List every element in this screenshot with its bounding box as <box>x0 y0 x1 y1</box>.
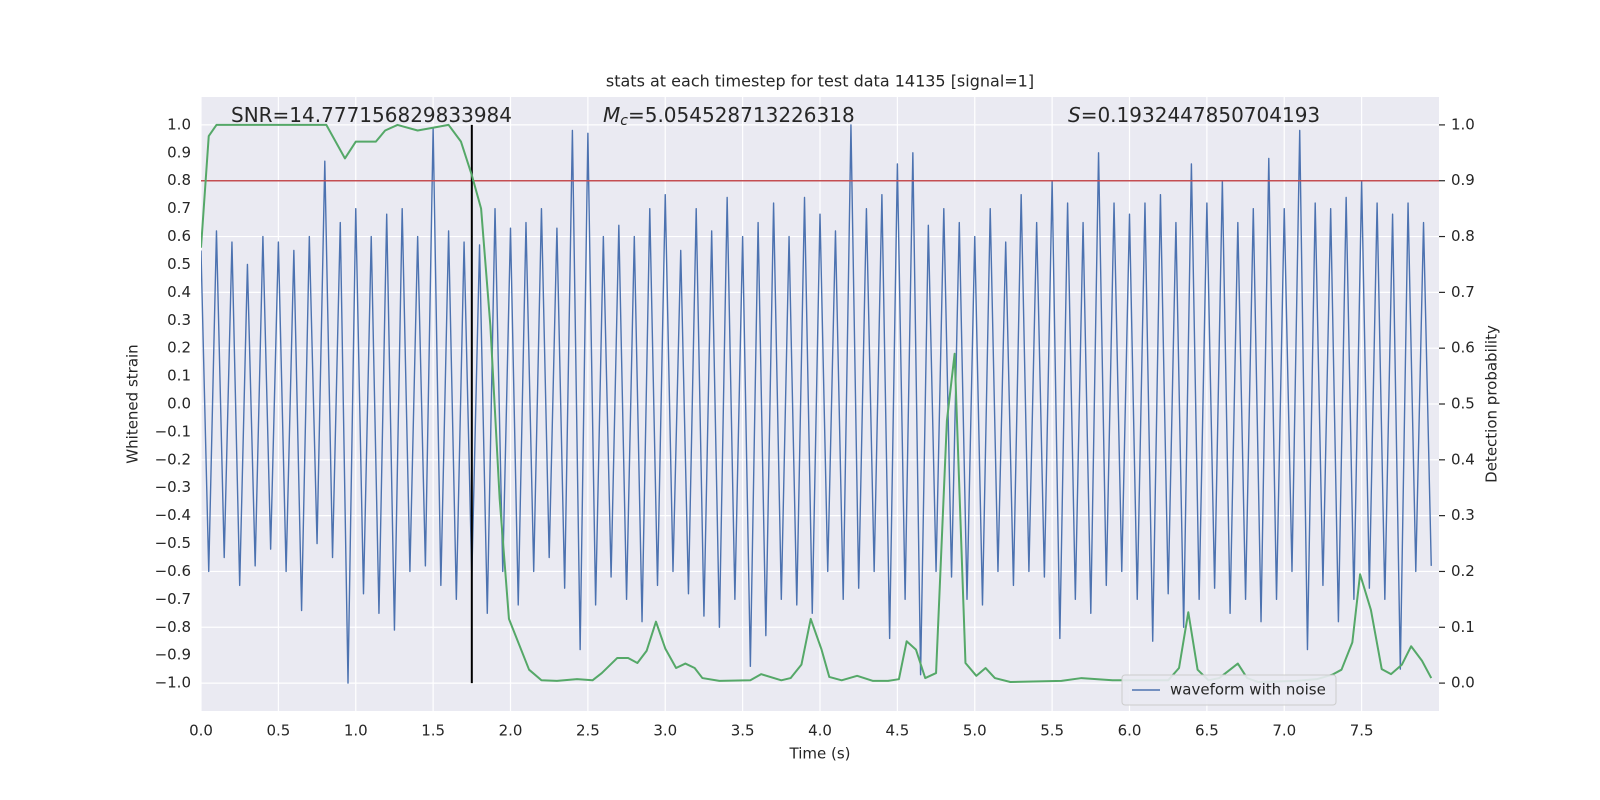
y2-tick-label: 0.3 <box>1451 506 1475 524</box>
y-tick-label: 0.4 <box>167 283 191 301</box>
x-tick-label: 7.5 <box>1350 722 1374 740</box>
x-axis-label: Time (s) <box>789 745 851 763</box>
y-tick-label: 0.6 <box>167 227 191 245</box>
x-tick-label: 3.0 <box>653 722 677 740</box>
x-tick-label: 6.0 <box>1118 722 1142 740</box>
line-series <box>201 124 1432 684</box>
annotation-part: c <box>620 113 628 129</box>
y2-tick-label: 0.6 <box>1451 339 1475 357</box>
y-tick-label: −1.0 <box>155 674 191 692</box>
x-tick-label: 1.5 <box>421 722 445 740</box>
y-axis-label: Whitened strain <box>124 344 142 463</box>
x-tick-label: 0.0 <box>189 722 213 740</box>
y2-tick-label: 0.8 <box>1451 227 1475 245</box>
y-tick-label: −0.7 <box>155 590 191 608</box>
annotation-part: M <box>603 103 620 127</box>
legend-label: waveform with noise <box>1170 681 1326 699</box>
x-tick-label: 5.5 <box>1040 722 1064 740</box>
x-tick-label: 0.5 <box>266 722 290 740</box>
y-tick-label: −0.3 <box>155 478 191 496</box>
y2-tick-label: 0.9 <box>1451 171 1475 189</box>
y2-tick-label: 0.2 <box>1451 562 1475 580</box>
annotation: S=0.1932447850704193 <box>1068 103 1320 127</box>
y-tick-label: 0.1 <box>167 367 191 385</box>
x-tick-label: 3.5 <box>731 722 755 740</box>
plot-layer <box>201 97 1439 711</box>
x-tick-label: 7.0 <box>1272 722 1296 740</box>
y-tick-label: −0.4 <box>155 506 191 524</box>
x-tick-label: 1.0 <box>344 722 368 740</box>
x-tick-label: 2.0 <box>499 722 523 740</box>
y-tick-label: −0.8 <box>155 618 191 636</box>
y-tick-label: 0.8 <box>167 171 191 189</box>
x-tick-label: 5.0 <box>963 722 987 740</box>
y-tick-label: −0.1 <box>155 422 191 440</box>
x-tick-label: 4.5 <box>885 722 909 740</box>
legend-box <box>1121 674 1337 706</box>
y-tick-label: 0.2 <box>167 339 191 357</box>
y-tick-label: −0.6 <box>155 562 191 580</box>
annotation-part: S <box>1068 103 1081 127</box>
annotation-part: SNR=14.777156829833984 <box>231 103 512 127</box>
y-tick-label: −0.5 <box>155 534 191 552</box>
y-tick-label: 0.7 <box>167 199 191 217</box>
y-tick-label: −0.9 <box>155 646 191 664</box>
chart-title: stats at each timestep for test data 141… <box>606 72 1034 91</box>
annotation-part: =5.054528713226318 <box>628 103 855 127</box>
x-tick-label: 6.5 <box>1195 722 1219 740</box>
y-tick-label: −0.2 <box>155 450 191 468</box>
y-tick-label: 0.5 <box>167 255 191 273</box>
annotation-part: =0.1932447850704193 <box>1081 103 1320 127</box>
x-tick-label: 4.0 <box>808 722 832 740</box>
y2-tick-label: 0.7 <box>1451 283 1475 301</box>
y-tick-label: 0.0 <box>167 395 191 413</box>
annotation: SNR=14.777156829833984 <box>231 103 512 127</box>
y2-tick-label: 0.5 <box>1451 395 1475 413</box>
y2-tick-label: 0.0 <box>1451 674 1475 692</box>
y-tick-label: 0.9 <box>167 143 191 161</box>
y-tick-label: 1.0 <box>167 115 191 133</box>
y-tick-label: 0.3 <box>167 311 191 329</box>
y2-tick-label: 0.4 <box>1451 450 1475 468</box>
y2-tick-label: 0.1 <box>1451 618 1475 636</box>
x-tick-label: 2.5 <box>576 722 600 740</box>
annotation: Mc=5.054528713226318 <box>603 103 855 130</box>
y2-axis-label: Detection probability <box>1483 325 1501 483</box>
y2-tick-label: 1.0 <box>1451 115 1475 133</box>
